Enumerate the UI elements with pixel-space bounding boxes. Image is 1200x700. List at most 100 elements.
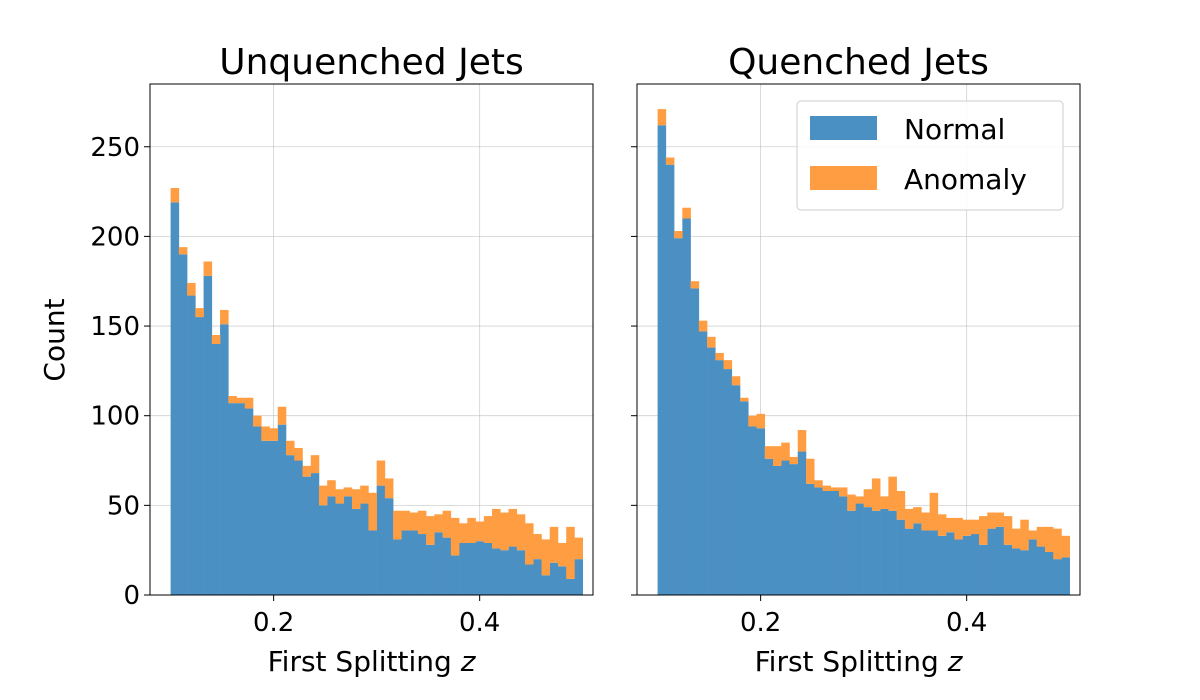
bar-anomaly [1028,530,1038,540]
bar-anomaly [459,523,468,543]
y-tick-label: 250 [90,133,140,163]
bar-normal [954,539,963,595]
bar-normal [731,385,741,595]
bar-anomaly [228,395,237,404]
bar-anomaly [434,514,443,533]
bar-anomaly [830,487,840,492]
bar-anomaly [723,360,733,370]
bar-anomaly [690,281,700,289]
bar-anomaly [236,397,246,404]
bar-anomaly [1012,528,1021,549]
panel-quenched: 0.2 0.4 Quenched Jets First Splitting z N… [631,42,1081,678]
bar-anomaly [203,261,213,276]
bar-normal [483,543,493,595]
bar-anomaly [211,335,221,344]
bar-normal [855,503,864,595]
bar-normal [1036,546,1046,595]
bar-anomaly [508,508,518,547]
bar-normal [772,465,782,595]
bar-anomaly [376,460,386,486]
bar-anomaly [748,415,757,427]
bar-anomaly [674,231,683,239]
bar-normal [707,347,716,595]
bar-normal [1012,548,1021,595]
bar-anomaly [698,320,708,332]
bar-normal [657,125,667,596]
bar-normal [203,275,213,595]
bar-anomaly [170,187,180,203]
ticks-quenched: 0.2 0.4 [631,146,987,638]
bar-normal [904,528,914,595]
bar-anomaly [302,465,312,477]
bar-anomaly [475,521,485,542]
bar-normal [376,485,386,595]
bar-normal [1053,559,1062,595]
bar-anomaly [351,489,361,509]
xlabel-variable: z [460,645,477,678]
bar-anomaly [954,517,963,540]
bar-normal [896,519,906,595]
bar-anomaly [805,458,815,484]
bar-anomaly [855,496,864,504]
bar-anomaly [1003,516,1013,545]
bar-normal [351,508,361,595]
x-tick-label: 0.4 [459,608,500,638]
bar-normal [781,460,790,595]
bar-anomaly [847,494,856,511]
bar-anomaly [574,537,583,560]
bar-normal [962,535,972,595]
bar-normal [674,238,683,595]
bar-anomaly [814,480,823,488]
bar-normal [682,218,691,595]
bar-normal [261,440,270,595]
bar-normal [236,403,246,595]
bar-normal [442,537,452,595]
y-tick-label: 150 [90,312,140,342]
bar-normal [384,498,394,595]
bar-normal [847,510,856,595]
bar-anomaly [970,519,980,535]
bar-normal [269,440,279,595]
bar-anomaly [657,109,667,126]
bar-anomaly [1053,528,1062,560]
ylabel: Count [38,298,71,381]
bars-unquenched [170,187,583,595]
bar-normal [516,550,526,595]
bar-anomaly [863,489,873,508]
bar-normal [913,523,922,595]
bar-normal [310,473,320,595]
legend-swatch-anomaly [810,166,877,190]
bar-normal [838,496,848,595]
bar-normal [797,451,807,595]
bar-normal [327,496,336,595]
bar-normal [500,550,509,595]
bar-normal [450,555,460,595]
bar-normal [822,491,831,595]
bar-anomaly [541,539,551,576]
bar-normal [426,544,435,595]
bar-anomaly [995,512,1005,527]
bar-anomaly [557,543,567,567]
bar-normal [195,317,204,595]
bar-normal [1044,551,1054,595]
bar-normal [1061,557,1070,595]
legend: Normal Anomaly [796,100,1064,211]
bar-anomaly [740,397,749,402]
bar-anomaly [195,308,204,318]
bar-normal [335,503,344,595]
bar-normal [318,505,328,595]
x-tick-label: 0.2 [253,608,294,638]
bar-normal [1020,550,1029,595]
bar-normal [170,202,180,595]
bar-normal [393,539,402,595]
bar-anomaly [1036,526,1046,547]
bar-anomaly [731,376,741,386]
bar-anomaly [261,426,270,441]
bar-anomaly [294,447,303,461]
bar-anomaly [838,487,848,497]
bar-normal [228,403,237,595]
bar-anomaly [442,510,452,538]
bar-normal [417,534,427,595]
bar-normal [805,483,815,595]
bar-anomaly [343,487,353,497]
